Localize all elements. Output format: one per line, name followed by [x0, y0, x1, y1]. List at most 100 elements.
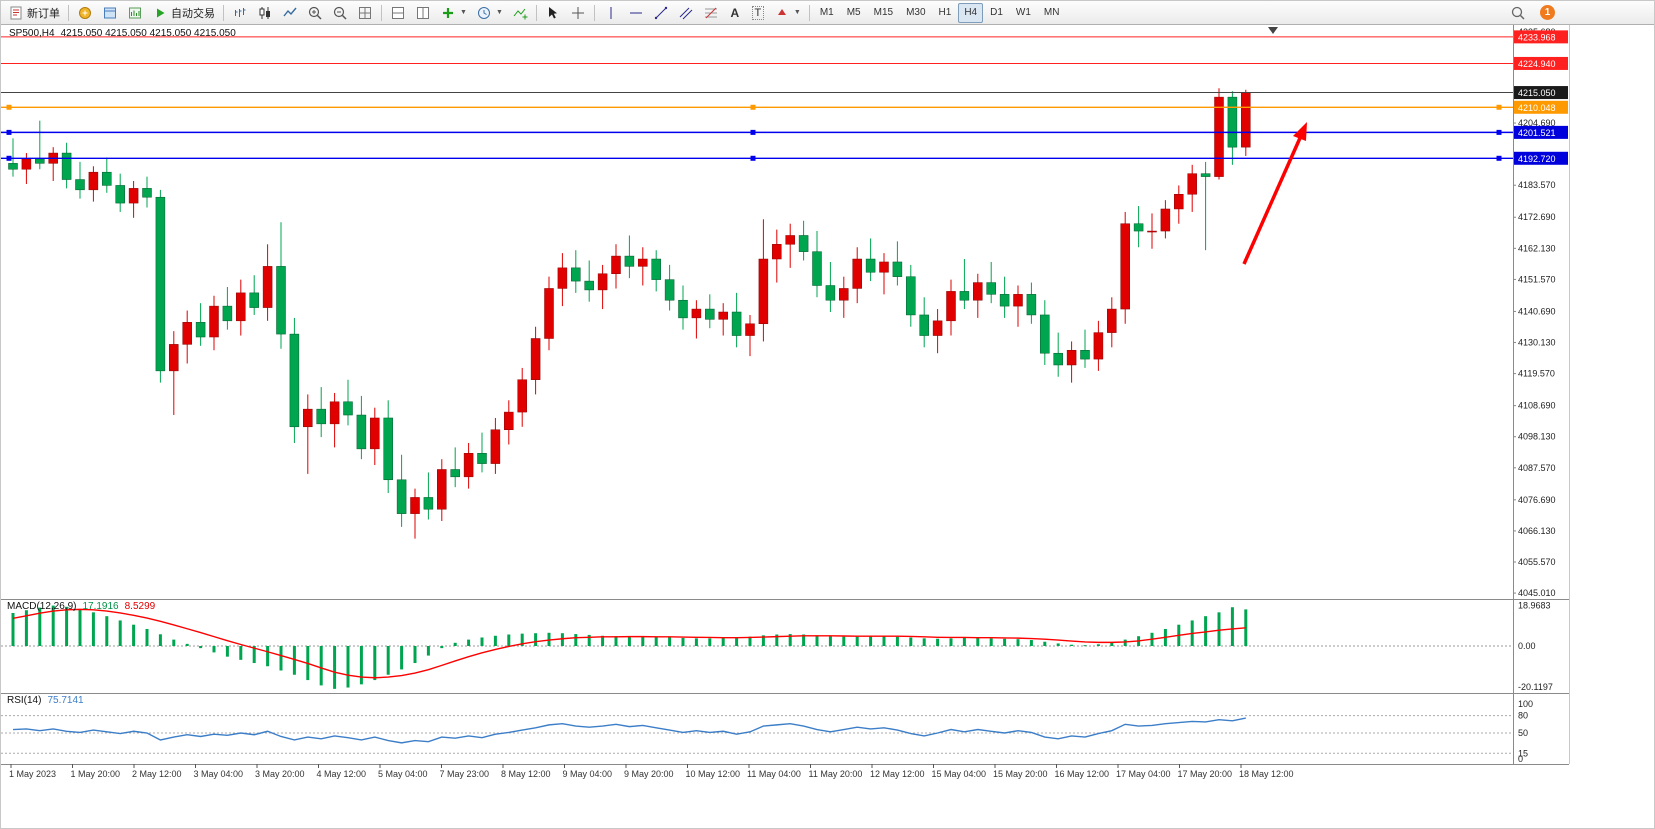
line-handle[interactable] [750, 155, 756, 161]
timeframe-m1[interactable]: M1 [814, 3, 840, 23]
terminal-button[interactable] [123, 3, 147, 23]
line-handle[interactable] [6, 129, 12, 135]
candlestick-mode-button[interactable] [253, 3, 277, 23]
line-chart-mode-button[interactable] [278, 3, 302, 23]
time-axis[interactable]: 1 May 2023 1 May 20:00 2 May 12:00 3 May 04… [9, 764, 1294, 779]
candle-body [1013, 294, 1023, 307]
rsi-scale-label: 15 [1518, 748, 1528, 758]
line-handle[interactable] [6, 104, 12, 110]
timeframe-h4[interactable]: H4 [958, 2, 984, 23]
time-label: 8 May 12:00 [501, 769, 551, 779]
candle-body [490, 429, 501, 464]
arrange-vertical-button[interactable] [411, 3, 435, 23]
macd-bar [91, 612, 95, 646]
candle-body [812, 251, 822, 286]
toolbar-separator [535, 4, 537, 21]
candle-body [396, 479, 407, 514]
macd-bar [212, 646, 216, 653]
macd-bar [627, 636, 631, 646]
time-label: 3 May 04:00 [194, 769, 244, 779]
candle-body [651, 258, 661, 280]
candle-body [718, 311, 728, 320]
timeframe-m15[interactable]: M15 [868, 3, 899, 23]
crosshair-tool-button[interactable] [566, 3, 590, 23]
time-label: 9 May 04:00 [563, 769, 613, 779]
zoom-out-button[interactable] [328, 3, 352, 23]
line-handle[interactable] [1496, 104, 1502, 110]
time-label: 15 May 04:00 [932, 769, 987, 779]
line-handle[interactable] [750, 104, 756, 110]
tile-windows-button[interactable] [353, 3, 377, 23]
price-flag [1514, 30, 1568, 44]
trend-arrow[interactable] [1242, 137, 1302, 265]
macd-bar [842, 636, 846, 646]
candle-body [825, 285, 836, 301]
macd-bar [132, 624, 136, 646]
timeframe-h1[interactable]: H1 [933, 3, 958, 23]
price-flag-label: 4210.048 [1518, 103, 1556, 113]
macd-bar [748, 636, 752, 646]
channel-tool-button[interactable] [674, 3, 698, 23]
macd-bar [493, 635, 497, 646]
trend-arrow-head[interactable] [1293, 122, 1307, 141]
dropdown-caret-icon: ▼ [495, 9, 503, 16]
zoom-in-button[interactable] [303, 3, 327, 23]
search-button[interactable] [1506, 3, 1530, 23]
line-handle[interactable] [1496, 155, 1502, 161]
macd-bar [802, 634, 806, 646]
timeframe-d1[interactable]: D1 [984, 3, 1009, 23]
fibonacci-tool-button[interactable] [699, 3, 723, 23]
toolbar-right-tools: 1 [1506, 3, 1555, 23]
time-label: 16 May 12:00 [1055, 769, 1110, 779]
candle-body [289, 333, 300, 428]
candle-body [664, 279, 675, 301]
rsi-scale-label: 0 [1518, 754, 1523, 764]
line-handle[interactable] [6, 155, 12, 161]
timeframe-m5[interactable]: M5 [841, 3, 867, 23]
candle-body [999, 294, 1010, 307]
new-order-label: 新订单 [27, 7, 60, 20]
text-tool-button[interactable]: A [724, 3, 746, 23]
timeframe-label: H4 [964, 7, 978, 18]
timeframe-mn[interactable]: MN [1038, 3, 1066, 23]
candle-body [571, 267, 581, 282]
toolbar-separator [808, 4, 810, 21]
line-handle[interactable] [1496, 129, 1502, 135]
horizontal-line-icon [629, 12, 642, 13]
navigator-icon [104, 7, 116, 18]
arrange-horizontal-button[interactable] [386, 3, 410, 23]
text-label-tool-button[interactable]: T [747, 3, 769, 23]
vertical-line-tool-button[interactable] [599, 3, 623, 23]
bar-chart-mode-button[interactable] [228, 3, 252, 23]
new-chart-button[interactable]: ▼ [436, 3, 471, 23]
candle-body [236, 292, 246, 322]
horizontal-line-tool-button[interactable] [624, 3, 648, 23]
indicators-button[interactable] [508, 3, 532, 23]
candle-body [1174, 194, 1184, 210]
macd-bar [735, 637, 739, 646]
candle-body [624, 255, 635, 267]
cursor-tool-button[interactable] [541, 3, 565, 23]
price-flag-label: 4233.968 [1518, 32, 1556, 42]
periodicity-button[interactable]: ▼ [472, 3, 507, 23]
trendline-tool-button[interactable] [649, 3, 673, 23]
search-icon [1511, 6, 1525, 20]
navigator-button[interactable] [98, 3, 122, 23]
new-order-button[interactable]: 新订单 [4, 3, 64, 23]
notification-badge[interactable]: 1 [1540, 5, 1555, 20]
price-tick-label: 4140.690 [1518, 306, 1556, 316]
timeframe-m30[interactable]: M30 [900, 3, 931, 23]
price-flag-label: 4192.720 [1518, 154, 1556, 164]
price-flag [1514, 100, 1568, 114]
price-shift-marker[interactable] [1268, 27, 1278, 34]
autotrading-button[interactable]: 自动交易 [148, 3, 219, 23]
arrows-tool-button[interactable]: ▼ [770, 3, 805, 23]
market-watch-button[interactable] [73, 3, 97, 23]
timeframe-w1[interactable]: W1 [1010, 3, 1037, 23]
line-handle[interactable] [750, 129, 756, 135]
macd-bar [560, 633, 564, 646]
candle-body [584, 280, 594, 291]
candle-body [1187, 173, 1197, 195]
macd-scale-label: 0.00 [1518, 641, 1536, 651]
